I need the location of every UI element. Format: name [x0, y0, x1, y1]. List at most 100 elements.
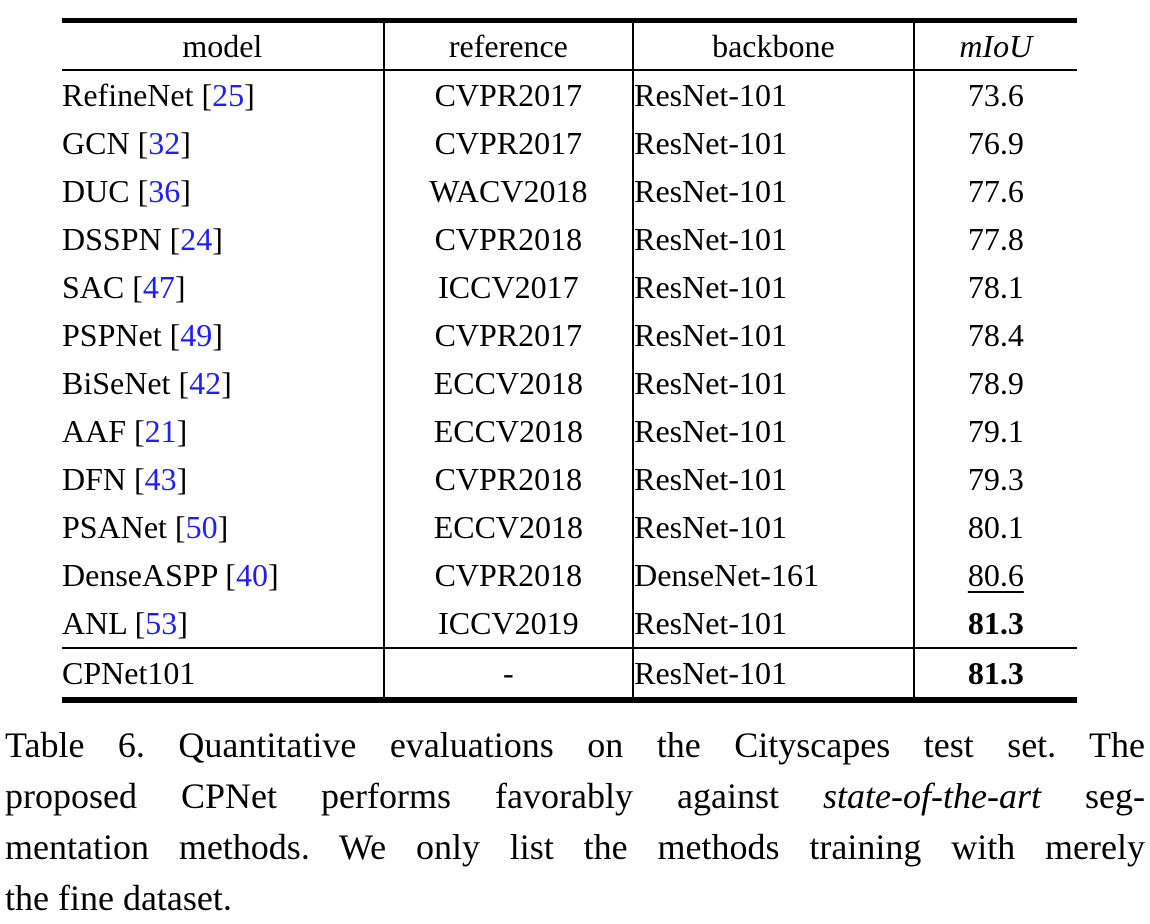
backbone-cell: ResNet-101: [632, 311, 914, 359]
reference-cell: ECCV2018: [382, 407, 634, 455]
miou-cell: 77.6: [912, 167, 1077, 215]
miou-cell: 81.3: [912, 647, 1077, 700]
model-label: PSANet [: [62, 509, 186, 545]
citation-link[interactable]: 53: [145, 605, 178, 641]
model-label: ANL [: [62, 605, 146, 641]
model-cell: BiSeNet [42]: [62, 359, 384, 407]
reference-cell: ICCV2017: [382, 263, 634, 311]
miou-cell: 79.3: [912, 455, 1077, 503]
table-row: CPNet101 - ResNet-101 81.3: [62, 647, 1077, 700]
column-header-backbone: backbone: [632, 20, 914, 71]
table-body: RefineNet [25] CVPR2017 ResNet-101 73.6 …: [62, 70, 1077, 700]
model-label: DSSPN [: [62, 221, 181, 257]
caption-text: proposed CPNet performs favorably agains…: [5, 776, 824, 816]
table-row: SAC [47] ICCV2017 ResNet-101 78.1: [62, 263, 1077, 311]
table-row: DenseASPP [40] CVPR2018 DenseNet-161 80.…: [62, 551, 1077, 599]
backbone-cell: ResNet-101: [632, 407, 914, 455]
table-row: BiSeNet [42] ECCV2018 ResNet-101 78.9: [62, 359, 1077, 407]
model-label-suffix: ]: [180, 173, 191, 209]
model-cell: GCN [32]: [62, 119, 384, 167]
citation-link[interactable]: 43: [144, 461, 177, 497]
model-cell: CPNet101: [62, 647, 384, 700]
miou-cell: 78.9: [912, 359, 1077, 407]
table-header-row: model reference backbone mIoU: [62, 20, 1077, 71]
model-label-suffix: ]: [267, 557, 279, 593]
reference-cell: CVPR2018: [382, 551, 634, 599]
model-label: BiSeNet [: [62, 365, 190, 401]
caption-line: Table 6. Quantitative evaluations on the…: [5, 720, 1145, 771]
caption-text: the fine dataset.: [5, 878, 232, 918]
citation-link[interactable]: 50: [185, 509, 218, 545]
citation-link[interactable]: 24: [180, 221, 213, 257]
model-label: PSPNet [: [62, 317, 181, 353]
reference-cell: CVPR2017: [382, 311, 634, 359]
model-label-suffix: ]: [177, 605, 188, 641]
table-row: DSSPN [24] CVPR2018 ResNet-101 77.8: [62, 215, 1077, 263]
model-cell: DFN [43]: [62, 455, 384, 503]
table-row: PSANet [50] ECCV2018 ResNet-101 80.1: [62, 503, 1077, 551]
model-label-suffix: ]: [180, 125, 191, 161]
model-label-suffix: ]: [176, 461, 188, 497]
citation-link[interactable]: 49: [180, 317, 213, 353]
reference-cell: -: [382, 647, 634, 700]
model-label: SAC [: [62, 269, 143, 305]
model-label: DenseASPP [: [62, 557, 236, 593]
caption-text: Table 6. Quantitative evaluations on the…: [5, 725, 1145, 765]
results-table: model reference backbone mIoU RefineNet …: [62, 18, 1077, 703]
miou-cell: 78.1: [912, 263, 1077, 311]
model-cell: AAF [21]: [62, 407, 384, 455]
citation-link[interactable]: 40: [235, 557, 268, 593]
citation-link[interactable]: 42: [189, 365, 222, 401]
table-row: RefineNet [25] CVPR2017 ResNet-101 73.6: [62, 70, 1077, 119]
backbone-cell: ResNet-101: [632, 359, 914, 407]
model-label: RefineNet [: [62, 77, 213, 113]
model-label: GCN [: [62, 125, 149, 161]
citation-link[interactable]: 47: [142, 269, 175, 305]
model-label-suffix: ]: [212, 221, 223, 257]
backbone-cell: ResNet-101: [632, 599, 914, 648]
backbone-cell: DenseNet-161: [632, 551, 914, 599]
model-cell: RefineNet [25]: [62, 70, 384, 119]
reference-cell: CVPR2018: [382, 215, 634, 263]
model-label-suffix: ]: [217, 509, 229, 545]
reference-cell: ICCV2019: [382, 599, 634, 648]
backbone-cell: ResNet-101: [632, 70, 914, 119]
backbone-cell: ResNet-101: [632, 263, 914, 311]
miou-cell: 80.6: [912, 551, 1077, 599]
model-label-suffix: ]: [176, 413, 188, 449]
miou-cell: 77.8: [912, 215, 1077, 263]
miou-cell: 81.3: [912, 599, 1077, 648]
miou-cell: 80.1: [912, 503, 1077, 551]
column-header-model: model: [62, 20, 384, 71]
citation-link[interactable]: 36: [148, 173, 181, 209]
backbone-cell: ResNet-101: [632, 167, 914, 215]
model-cell: PSPNet [49]: [62, 311, 384, 359]
reference-cell: CVPR2017: [382, 119, 634, 167]
miou-cell: 79.1: [912, 407, 1077, 455]
caption-line: mentation methods. We only list the meth…: [5, 822, 1145, 873]
citation-link[interactable]: 25: [212, 77, 245, 113]
model-label: DUC [: [62, 173, 149, 209]
model-label-suffix: ]: [244, 77, 255, 113]
model-label-suffix: ]: [221, 365, 232, 401]
caption-italic-text: state-of-the-art: [823, 776, 1041, 816]
column-header-reference: reference: [382, 20, 634, 71]
backbone-cell: ResNet-101: [632, 119, 914, 167]
backbone-cell: ResNet-101: [632, 455, 914, 503]
citation-link[interactable]: 32: [148, 125, 181, 161]
reference-cell: WACV2018: [382, 167, 634, 215]
table-row: DFN [43] CVPR2018 ResNet-101 79.3: [62, 455, 1077, 503]
caption-text: seg-: [1040, 776, 1145, 816]
miou-cell: 76.9: [912, 119, 1077, 167]
table-caption: Table 6. Quantitative evaluations on the…: [5, 720, 1145, 924]
model-cell: DenseASPP [40]: [62, 551, 384, 599]
reference-cell: ECCV2018: [382, 359, 634, 407]
model-cell: DSSPN [24]: [62, 215, 384, 263]
reference-cell: ECCV2018: [382, 503, 634, 551]
caption-line: the fine dataset.: [5, 873, 1145, 924]
table-row: AAF [21] ECCV2018 ResNet-101 79.1: [62, 407, 1077, 455]
citation-link[interactable]: 21: [144, 413, 177, 449]
reference-cell: CVPR2017: [382, 70, 634, 119]
model-label: AAF [: [62, 413, 145, 449]
model-cell: PSANet [50]: [62, 503, 384, 551]
